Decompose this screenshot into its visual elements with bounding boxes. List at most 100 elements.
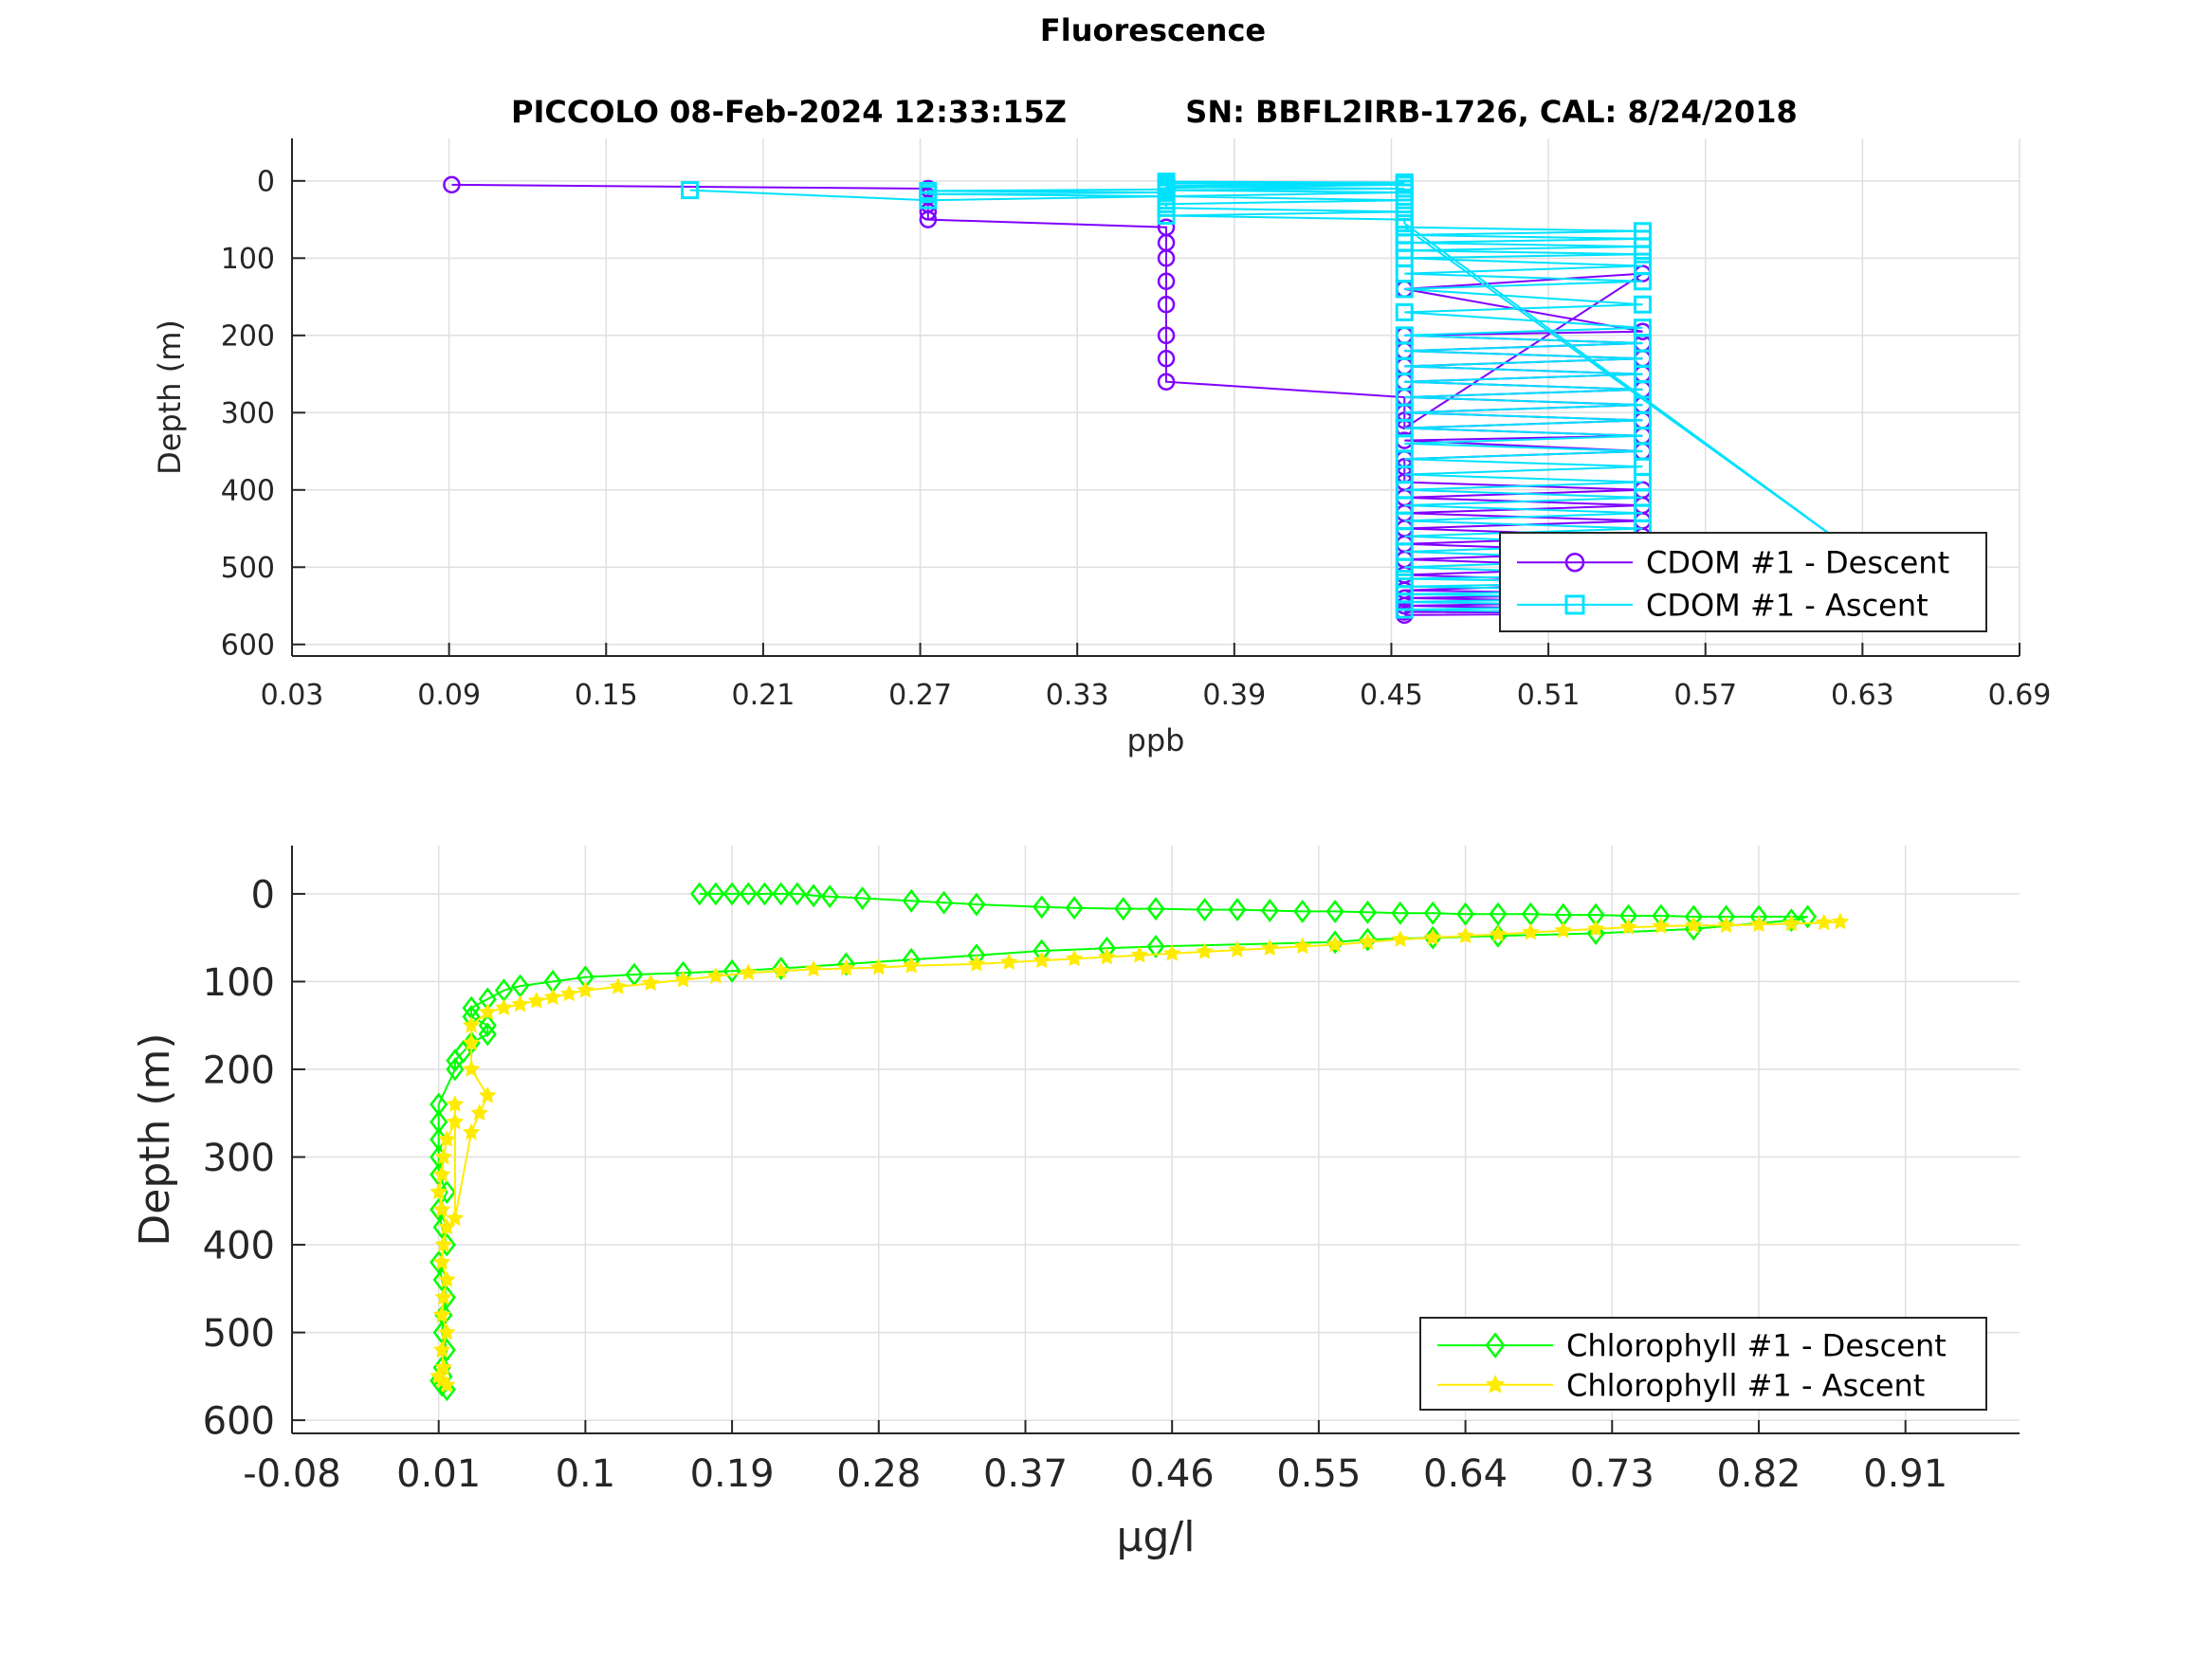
- y-tick-label: 100: [221, 243, 275, 276]
- data-point: [543, 988, 562, 1005]
- data-point: [511, 994, 529, 1012]
- data-point: [438, 1217, 456, 1235]
- data-point: [1358, 900, 1378, 924]
- data-point: [1195, 898, 1215, 922]
- data-point: [967, 955, 986, 972]
- data-point: [1146, 934, 1165, 958]
- data-point: [1456, 902, 1475, 926]
- data-point: [430, 1110, 448, 1134]
- data-point: [437, 1377, 456, 1402]
- x-tick-label: 0.57: [1673, 679, 1737, 712]
- data-point: [432, 1165, 451, 1182]
- axes: -0.08 0.01 0.1 0.19 0.28 0.37 0.46 0.55 0.64 0.73…: [131, 846, 2020, 1561]
- series-ascent: [430, 912, 1850, 1393]
- data-point: [1684, 916, 1703, 934]
- data-point: [438, 1270, 456, 1287]
- data-point: [1489, 902, 1508, 926]
- cdom-chart: 0.03 0.09 0.15 0.21 0.27 0.33 0.39 0.45 0.51 0.57…: [152, 138, 2051, 758]
- data-point: [788, 882, 807, 906]
- x-tick-label: 0.03: [261, 679, 324, 712]
- data-point: [432, 1200, 451, 1217]
- data-point: [495, 998, 513, 1016]
- x-tick-label: 0.19: [690, 1452, 775, 1496]
- data-point: [462, 1033, 481, 1051]
- data-point: [462, 1015, 481, 1033]
- data-point: [722, 882, 741, 906]
- y-tick-label: 600: [221, 629, 275, 663]
- data-point: [446, 1048, 465, 1073]
- data-point: [739, 882, 758, 906]
- data-point: [432, 1305, 451, 1322]
- data-point: [1228, 940, 1247, 957]
- data-point: [430, 1182, 448, 1200]
- data-point: [1325, 899, 1344, 923]
- x-tick-label: 0.73: [1570, 1452, 1654, 1496]
- data-point: [1522, 922, 1540, 940]
- x-tick-label: 0.46: [1130, 1452, 1215, 1496]
- data-point: [1261, 939, 1279, 957]
- data-point: [1782, 914, 1801, 932]
- data-point: [1033, 951, 1051, 969]
- x-tick-label: 0.21: [732, 679, 795, 712]
- data-point: [1456, 926, 1474, 944]
- data-point: [434, 1287, 453, 1305]
- data-point: [919, 203, 938, 221]
- data-point: [804, 959, 823, 977]
- x-tick-label: 0.39: [1202, 679, 1266, 712]
- x-tick-label: 0.51: [1517, 679, 1581, 712]
- data-point: [853, 886, 872, 910]
- data-point: [438, 1322, 456, 1340]
- data-point: [772, 957, 791, 981]
- y-tick-label: 500: [203, 1312, 275, 1356]
- y-axis-label: Depth (m): [152, 319, 188, 475]
- data-point: [1798, 904, 1818, 929]
- x-tick-label: -0.08: [243, 1452, 341, 1496]
- data-point: [1749, 915, 1768, 933]
- data-point: [479, 1003, 497, 1020]
- data-point: [1162, 944, 1181, 961]
- x-tick-label: 0.09: [417, 679, 481, 712]
- data-point: [1831, 912, 1850, 930]
- data-point: [1391, 901, 1410, 925]
- y-tick-label: 300: [203, 1137, 275, 1180]
- x-tick-label: 0.27: [888, 679, 952, 712]
- data-point: [1196, 942, 1214, 959]
- data-point: [1228, 898, 1247, 922]
- data-point: [755, 882, 775, 906]
- legend-box: [1419, 1317, 1987, 1411]
- legend-entry-label: Chlorophyll #1 - Descent: [1566, 1328, 1947, 1364]
- legend-swatch-marker: [1485, 1375, 1506, 1394]
- y-tick-label: 400: [221, 475, 275, 508]
- data-point: [919, 210, 938, 228]
- data-point: [1000, 953, 1018, 970]
- data-point: [446, 1112, 465, 1130]
- data-point: [1395, 570, 1414, 589]
- data-point: [967, 892, 986, 917]
- x-tick-label: 0.63: [1831, 679, 1894, 712]
- x-tick-label: 0.33: [1046, 679, 1109, 712]
- data-point: [1293, 937, 1311, 955]
- y-tick-label: 400: [203, 1224, 275, 1267]
- data-point: [1065, 896, 1084, 921]
- data-point: [1717, 916, 1735, 934]
- data-point: [446, 1095, 465, 1112]
- legend-entry-label: Chlorophyll #1 - Ascent: [1566, 1367, 1925, 1403]
- x-tick-label: 0.15: [575, 679, 638, 712]
- x-tick-label: 0.45: [1360, 679, 1423, 712]
- y-tick-label: 500: [221, 552, 275, 585]
- data-point: [1293, 899, 1312, 923]
- data-point: [527, 992, 546, 1009]
- legend-entry-label: CDOM #1 - Descent: [1646, 545, 1949, 581]
- data-point: [804, 884, 823, 908]
- data-point: [1782, 908, 1801, 933]
- data-point: [1633, 256, 1652, 275]
- data-point: [434, 1147, 453, 1165]
- data-point: [432, 1252, 451, 1270]
- data-point: [1619, 918, 1637, 935]
- data-point: [1157, 326, 1176, 345]
- data-point: [434, 1235, 453, 1252]
- data-point: [1157, 249, 1176, 267]
- x-tick-label: 0.37: [983, 1452, 1068, 1496]
- data-point: [1157, 187, 1176, 206]
- data-point: [1395, 175, 1414, 194]
